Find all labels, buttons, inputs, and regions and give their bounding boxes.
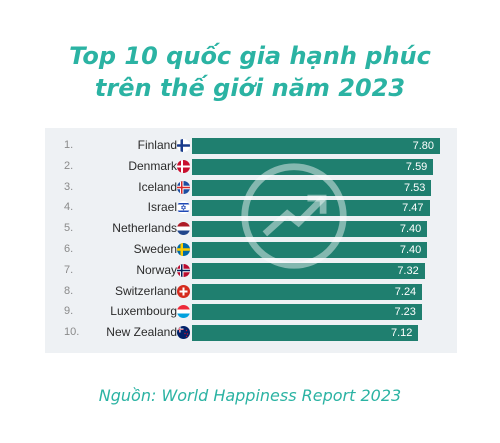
value-label: 7.12 bbox=[390, 327, 413, 340]
rank-label: 8. bbox=[64, 284, 74, 297]
new-zealand-flag-icon bbox=[177, 326, 190, 340]
chart-title: Top 10 quốc gia hạnh phúc trên thế giới … bbox=[0, 40, 500, 104]
bar-row: 5. Netherlands 7.40 bbox=[45, 218, 457, 239]
bar-row: 8. Switzerland 7.24 bbox=[45, 281, 457, 302]
chart-panel: 1. Finland 7.80 2. Denmark 7.59 3. Iceland 7.53 4… bbox=[45, 128, 457, 353]
sweden-flag-icon bbox=[177, 243, 190, 256]
value-label: 7.32 bbox=[397, 264, 419, 277]
bar: 7.80 bbox=[192, 138, 440, 154]
value-label: 7.40 bbox=[399, 223, 422, 236]
finland-flag-icon bbox=[177, 139, 190, 152]
value-label: 7.40 bbox=[399, 244, 422, 256]
bar: 7.32 bbox=[192, 262, 425, 279]
country-label: Netherlands bbox=[112, 221, 177, 236]
rank-label: 2. bbox=[64, 159, 74, 172]
bar-row: 4. Israel 7.47 bbox=[45, 197, 457, 218]
bar-row: 6. Sweden 7.40 bbox=[45, 239, 457, 260]
country-label: Luxembourg bbox=[110, 304, 177, 319]
rank-label: 1. bbox=[64, 139, 74, 151]
bar-row: 1. Finland 7.80 bbox=[45, 135, 457, 156]
bar-row: 9. Luxembourg 7.23 bbox=[45, 301, 457, 322]
country-label: Sweden bbox=[133, 242, 177, 256]
value-label: 7.23 bbox=[394, 306, 416, 319]
rank-label: 3. bbox=[64, 180, 74, 193]
rank-label: 7. bbox=[64, 263, 74, 276]
bar: 7.24 bbox=[192, 283, 423, 300]
rank-label: 5. bbox=[64, 222, 74, 235]
switzerland-flag-icon bbox=[177, 284, 190, 298]
source-note: Nguồn: World Happiness Report 2023 bbox=[98, 386, 402, 405]
bar-row: 10. New Zealand 7.12 bbox=[45, 322, 457, 343]
rank-label: 9. bbox=[64, 305, 74, 318]
country-label: Iceland bbox=[138, 179, 177, 194]
value-label: 7.47 bbox=[402, 202, 424, 215]
rank-label: 6. bbox=[64, 243, 74, 255]
title-line-2: trên thế giới năm 2023 bbox=[94, 74, 406, 102]
netherlands-flag-icon bbox=[177, 222, 190, 236]
iceland-flag-icon bbox=[177, 180, 190, 194]
value-label: 7.80 bbox=[412, 140, 434, 152]
country-label: Denmark bbox=[128, 158, 177, 173]
bar: 7.53 bbox=[192, 179, 432, 196]
norway-flag-icon bbox=[177, 263, 190, 277]
bar-row: 2. Denmark 7.59 bbox=[45, 156, 457, 177]
bar: 7.40 bbox=[192, 242, 428, 258]
rank-label: 4. bbox=[64, 201, 74, 214]
bar: 7.12 bbox=[192, 325, 419, 342]
title-line-1: Top 10 quốc gia hạnh phúc bbox=[69, 42, 431, 70]
bar: 7.59 bbox=[192, 158, 434, 175]
country-label: Finland bbox=[137, 138, 177, 152]
country-label: Switzerland bbox=[114, 283, 177, 298]
country-label: Norway bbox=[136, 262, 177, 277]
country-label: Israel bbox=[147, 200, 177, 215]
value-label: 7.53 bbox=[403, 181, 426, 194]
bar: 7.47 bbox=[192, 200, 430, 217]
luxembourg-flag-icon bbox=[177, 305, 190, 319]
bar: 7.40 bbox=[192, 221, 428, 238]
value-label: 7.24 bbox=[394, 285, 417, 298]
israel-flag-icon bbox=[177, 201, 190, 215]
bar-row: 7. Norway 7.32 bbox=[45, 260, 457, 281]
denmark-flag-icon bbox=[177, 159, 190, 173]
bar-row: 3. Iceland 7.53 bbox=[45, 177, 457, 198]
value-label: 7.59 bbox=[405, 160, 428, 173]
bar: 7.23 bbox=[192, 304, 422, 321]
rank-label: 10. bbox=[64, 326, 80, 339]
country-label: New Zealand bbox=[106, 325, 177, 340]
